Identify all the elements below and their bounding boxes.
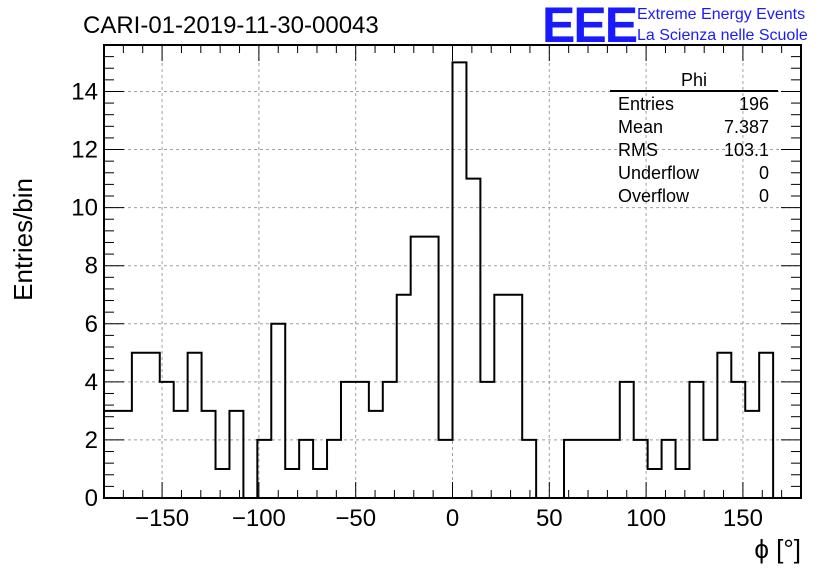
x-tick-label: −50	[335, 505, 376, 532]
stats-row-value: 103.1	[724, 140, 769, 160]
stats-row-label: Overflow	[618, 186, 690, 206]
x-tick-label: −150	[135, 505, 189, 532]
y-tick-label: 14	[71, 78, 98, 105]
logo-line-2: La Scienza nelle Scuole	[637, 27, 808, 44]
y-tick-labels: 0 2 4 6 8 10 12 14	[71, 78, 98, 512]
stats-row-value: 7.387	[724, 117, 769, 137]
stats-row-label: Mean	[618, 117, 663, 137]
histogram-outline	[103, 61, 801, 499]
stats-box: Phi Entries 196 Mean 7.387 RMS 103.1 Underflow…	[610, 70, 778, 206]
x-tick-label: 0	[446, 505, 459, 532]
stats-box-name: Phi	[681, 70, 707, 90]
stats-row-value: 0	[759, 186, 769, 206]
x-tick-labels: −150 −100 −50 0 50 100 150	[135, 505, 763, 532]
stats-row-label: Underflow	[618, 163, 700, 183]
axis-ticks	[103, 44, 802, 499]
x-tick-label: 150	[723, 505, 763, 532]
y-axis-label: Entries/bin	[8, 178, 38, 301]
y-tick-label: 4	[85, 369, 98, 396]
y-tick-label: 8	[85, 253, 98, 280]
logo-line-1: Extreme Energy Events	[637, 6, 805, 23]
eee-logo: EEE Extreme Energy Events La Scienza nel…	[542, 0, 808, 53]
y-tick-label: 0	[85, 485, 98, 512]
x-tick-label: −100	[232, 505, 286, 532]
stats-row-label: RMS	[618, 140, 658, 160]
y-tick-label: 2	[85, 427, 98, 454]
stats-row-value: 196	[739, 94, 769, 114]
x-tick-label: 50	[536, 505, 563, 532]
x-axis-label: ϕ [°]	[754, 534, 801, 564]
y-tick-label: 10	[71, 195, 98, 222]
stats-row-label: Entries	[618, 94, 674, 114]
y-tick-label: 6	[85, 311, 98, 338]
x-tick-label: 100	[626, 505, 666, 532]
stats-rows: Entries 196 Mean 7.387 RMS 103.1 Underflow 0 Ove…	[618, 94, 769, 206]
chart-title: CARI-01-2019-11-30-00043	[83, 12, 379, 39]
y-tick-label: 12	[71, 137, 98, 164]
stats-row-value: 0	[759, 163, 769, 183]
